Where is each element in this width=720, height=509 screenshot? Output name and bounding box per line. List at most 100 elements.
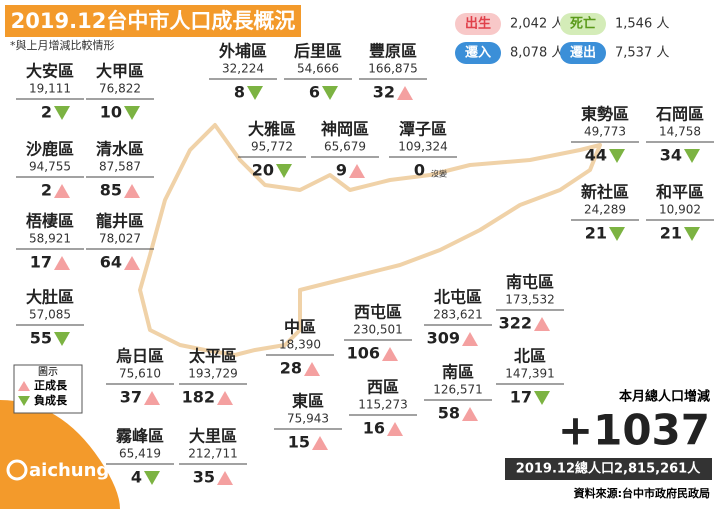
logo-icon [6, 459, 28, 481]
trend-up [462, 332, 478, 346]
total: 2019.12總人口2,815,261人 [516, 461, 701, 477]
district-name: 梧棲區 [26, 212, 74, 231]
district-name: 和平區 [656, 183, 704, 202]
district-name: 豐原區 [369, 42, 417, 61]
summary-label: 本月總人口增減 [619, 389, 710, 405]
trend-down [276, 164, 292, 178]
district-name: 南區 [442, 363, 474, 382]
district-name: 大里區 [189, 427, 237, 446]
district-population: 126,571 [433, 383, 483, 397]
stat-label: 死亡 [570, 16, 596, 32]
district-population: 65,419 [119, 447, 161, 461]
district-population: 166,875 [368, 62, 418, 76]
district-change: 21 [660, 224, 682, 243]
district-name: 大甲區 [96, 62, 144, 81]
district-population: 65,679 [324, 140, 366, 154]
logo: aichung. [29, 460, 116, 481]
district-population: 75,610 [119, 367, 161, 381]
trend-down [54, 332, 70, 346]
district-change: 58 [438, 404, 460, 423]
district-change: 64 [100, 253, 122, 272]
district-change: 6 [309, 83, 320, 102]
stat-value: 1,546 人 [615, 17, 669, 32]
district-change: 28 [280, 359, 302, 378]
district-change: 182 [182, 388, 215, 407]
trend-up [54, 184, 70, 198]
title: 2019.12台中市人口成長概況 [11, 9, 296, 33]
district-name: 西區 [367, 378, 399, 397]
district-name: 北區 [514, 347, 546, 366]
trend-up [304, 362, 320, 376]
district-population: 19,111 [29, 82, 71, 96]
title-box [5, 5, 301, 37]
trend-up [462, 407, 478, 421]
stat-badge [455, 13, 501, 35]
district-name: 東勢區 [581, 105, 629, 124]
district-population: 147,391 [505, 367, 555, 381]
trend-down [684, 149, 700, 163]
district-population: 10,902 [659, 203, 701, 217]
district-population: 32,224 [222, 62, 264, 76]
district-change: 55 [30, 329, 52, 348]
district-change: 21 [585, 224, 607, 243]
district-name: 龍井區 [96, 212, 144, 231]
district-population: 212,711 [188, 447, 238, 461]
district-change: 17 [510, 388, 532, 407]
stat-value: 8,078 人 [510, 46, 564, 61]
district-change: 35 [193, 468, 215, 487]
district-change: 37 [120, 388, 142, 407]
district-name: 后里區 [294, 42, 342, 61]
district-change: 322 [499, 314, 532, 333]
trend-up [397, 86, 413, 100]
district-population: 58,921 [29, 232, 71, 246]
district-change: 8 [234, 83, 245, 102]
stat-badge [560, 13, 606, 35]
district-population: 54,666 [297, 62, 339, 76]
district-change: 44 [585, 146, 607, 165]
district-change: 20 [252, 161, 274, 180]
trend-down [609, 149, 625, 163]
trend-up [217, 391, 233, 405]
district-name: 大肚區 [26, 288, 74, 307]
district-name: 南屯區 [506, 273, 554, 292]
district-population: 18,390 [279, 338, 321, 352]
legend-down: 負成長 [34, 393, 68, 407]
legend-up: 正成長 [34, 378, 68, 392]
district-population: 115,273 [358, 398, 408, 412]
legend: 圖示 正成長 負成長 [13, 364, 83, 414]
trend-up [217, 471, 233, 485]
trend-up [124, 184, 140, 198]
district-change: 17 [30, 253, 52, 272]
district-population: 193,729 [188, 367, 238, 381]
trend-up [534, 317, 550, 331]
district-population: 283,621 [433, 308, 483, 322]
district-change: 2 [41, 181, 52, 200]
district-population: 24,289 [584, 203, 626, 217]
total-box [505, 458, 712, 480]
district-change: 34 [660, 146, 682, 165]
stat-value: 2,042 人 [510, 17, 564, 32]
district-change: 309 [427, 329, 460, 348]
district-name: 清水區 [96, 140, 144, 159]
district-population: 173,532 [505, 293, 555, 307]
district-change: 15 [288, 433, 310, 452]
trend-up [387, 422, 403, 436]
trend-down [534, 391, 550, 405]
district-name: 東區 [292, 392, 324, 411]
district-name: 新社區 [581, 183, 629, 202]
district-name: 外埔區 [218, 42, 267, 61]
stat-label: 出生 [465, 16, 491, 32]
district-change: 4 [131, 468, 142, 487]
subtitle: *與上月增減比較情形 [10, 38, 115, 52]
district-population: 75,943 [287, 412, 329, 426]
district-population: 230,501 [353, 323, 403, 337]
district-name: 烏日區 [116, 347, 164, 366]
trend-up [312, 436, 328, 450]
legend-down-icon [18, 396, 30, 406]
district-population: 57,085 [29, 308, 71, 322]
district-population: 78,027 [99, 232, 141, 246]
total-change: +1037 [558, 406, 710, 455]
district-name: 大安區 [26, 62, 74, 81]
